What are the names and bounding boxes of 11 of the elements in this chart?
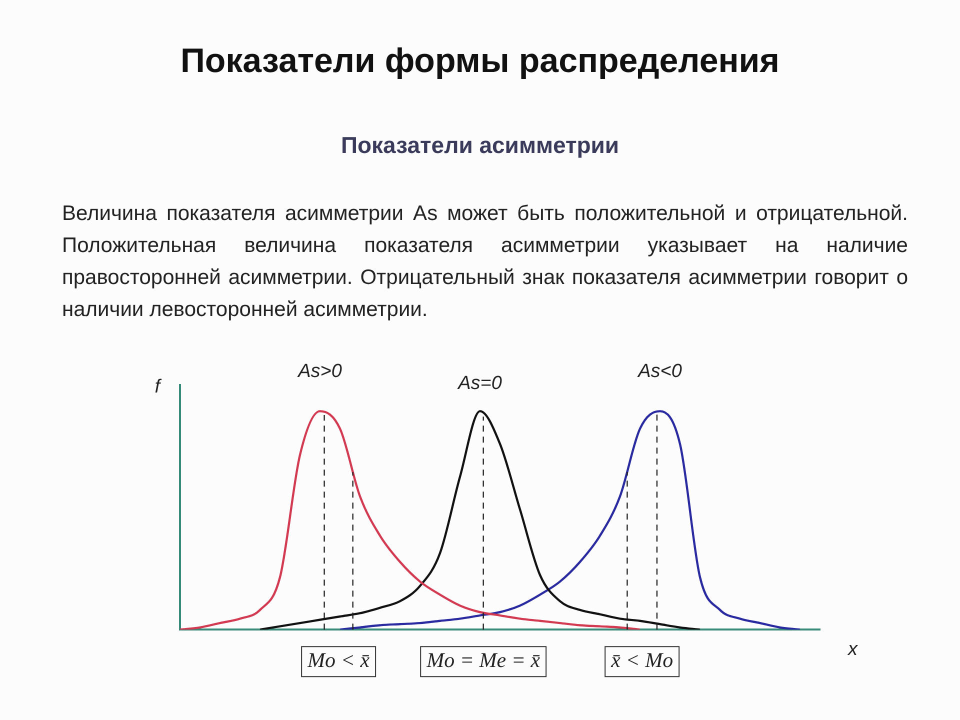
text: Mo = Me = x̄ <box>426 648 541 672</box>
text: As>0 <box>297 360 342 382</box>
text: As<0 <box>637 360 682 382</box>
text: Величина показателя асимметрии As может быть положительной и отрицательной. Положительная величина показателя асимметрии указывает на наличие правосторонней асимметрии. Отрицательный знак показателя асимметрии говорит о наличии левосторонней асимметрии. <box>62 201 908 323</box>
chart-subtitle: Показатели асимметрии <box>340 132 620 159</box>
chart-title: Показатели формы распределения <box>179 42 781 81</box>
text: x̄ < Mo <box>610 648 674 672</box>
text: Mo < x̄ <box>306 648 370 672</box>
text: As=0 <box>457 372 502 394</box>
x-axis-title: x <box>847 638 859 660</box>
y-axis-title: f <box>154 376 162 398</box>
